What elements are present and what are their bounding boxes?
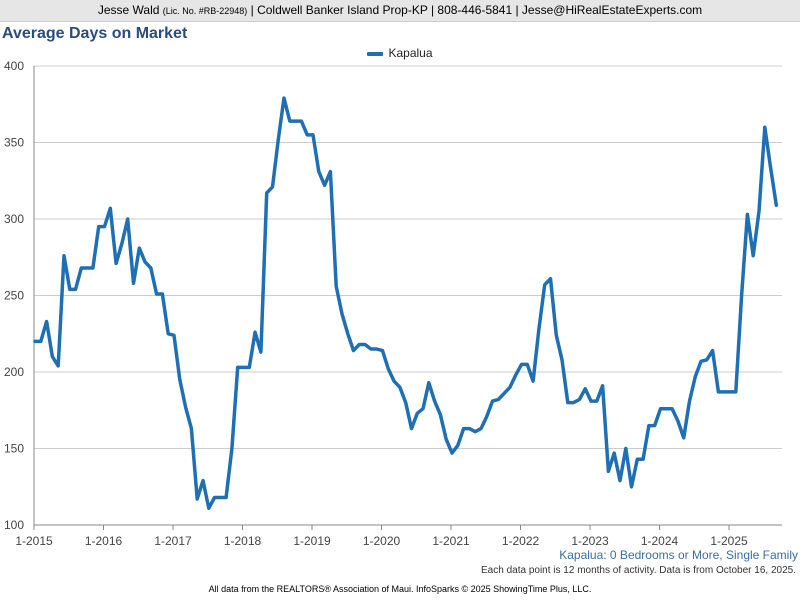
x-tick-label: 1-2016 <box>85 534 123 548</box>
x-tick-label: 1-2018 <box>224 534 262 548</box>
axes: 100 150 200 250 300 350 400 1-2015 1-2016 1-2017 1… <box>4 59 782 548</box>
y-tick-label: 150 <box>4 442 24 456</box>
y-tick-label: 200 <box>4 365 24 379</box>
chart-legend[interactable]: Kapalua <box>0 46 800 60</box>
y-tick-label: 300 <box>4 212 24 226</box>
legend-swatch <box>367 51 384 56</box>
series-line-kapalua <box>33 96 779 510</box>
data-note: Each data point is 12 months of activity… <box>481 565 796 576</box>
agent-license: (Lic. No. #RB-22948) <box>162 6 248 16</box>
x-tick-label: 1-2025 <box>710 534 748 548</box>
legend-label: Kapalua <box>388 46 433 60</box>
y-tick-label: 100 <box>4 518 24 532</box>
y-tick-label: 400 <box>4 59 24 73</box>
x-tick-label: 1-2015 <box>15 534 53 548</box>
series-layer <box>33 96 779 510</box>
agent-header-bar: Jesse Wald (Lic. No. #RB-22948) | Coldwe… <box>0 0 800 22</box>
chart-subtitle: Kapalua: 0 Bedrooms or More, Single Fami… <box>559 548 798 562</box>
x-tick-label: 1-2022 <box>502 534 540 548</box>
credits-footer: All data from the REALTORS® Association … <box>208 584 592 594</box>
y-tick-label: 250 <box>4 289 24 303</box>
grid-lines <box>34 65 782 449</box>
x-tick-label: 1-2023 <box>571 534 609 548</box>
x-tick-label: 1-2019 <box>293 534 331 548</box>
x-tick-label: 1-2020 <box>363 534 401 548</box>
x-tick-label: 1-2024 <box>641 534 679 548</box>
y-tick-label: 350 <box>4 136 24 150</box>
agent-contact: | Coldwell Banker Island Prop-KP | 808-4… <box>250 3 703 17</box>
x-tick-label: 1-2017 <box>154 534 192 548</box>
agent-name: Jesse Wald <box>97 3 160 17</box>
chart-title: Average Days on Market <box>2 25 188 42</box>
x-tick-label: 1-2021 <box>432 534 470 548</box>
